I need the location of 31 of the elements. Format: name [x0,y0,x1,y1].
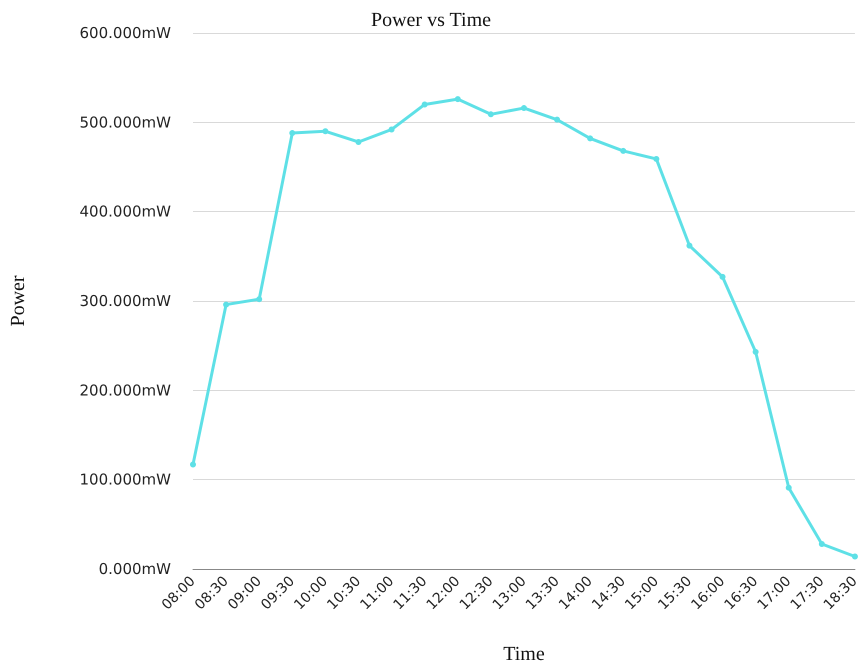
point [620,148,626,154]
point [752,348,759,355]
y-tick-label: 300.000mW [80,292,172,310]
x-axis-title: Time [503,643,545,665]
point [488,111,494,118]
point [355,138,362,145]
point [422,101,428,108]
y-tick-label: 500.000mW [80,113,172,132]
point [223,302,230,308]
chart-title: Power vs Time [370,9,492,31]
point [454,96,461,102]
y-tick-label: 0.000mW [98,560,172,578]
y-axis-title: Power [7,275,29,327]
point [322,128,328,134]
point [786,484,792,491]
point [388,126,395,132]
point [190,461,196,468]
y-tick-label: 600.000mW [80,24,172,42]
point [587,135,594,142]
point [818,540,825,547]
y-tick-label: 100.000mW [80,470,172,489]
point [686,242,692,249]
point [554,116,560,123]
point [852,553,858,560]
y-tick-label: 400.000mW [80,202,172,221]
point [289,130,296,136]
point [520,105,527,112]
y-tick-label: 200.000mW [80,381,172,400]
point [653,156,660,162]
point [256,296,262,302]
point [720,274,726,280]
